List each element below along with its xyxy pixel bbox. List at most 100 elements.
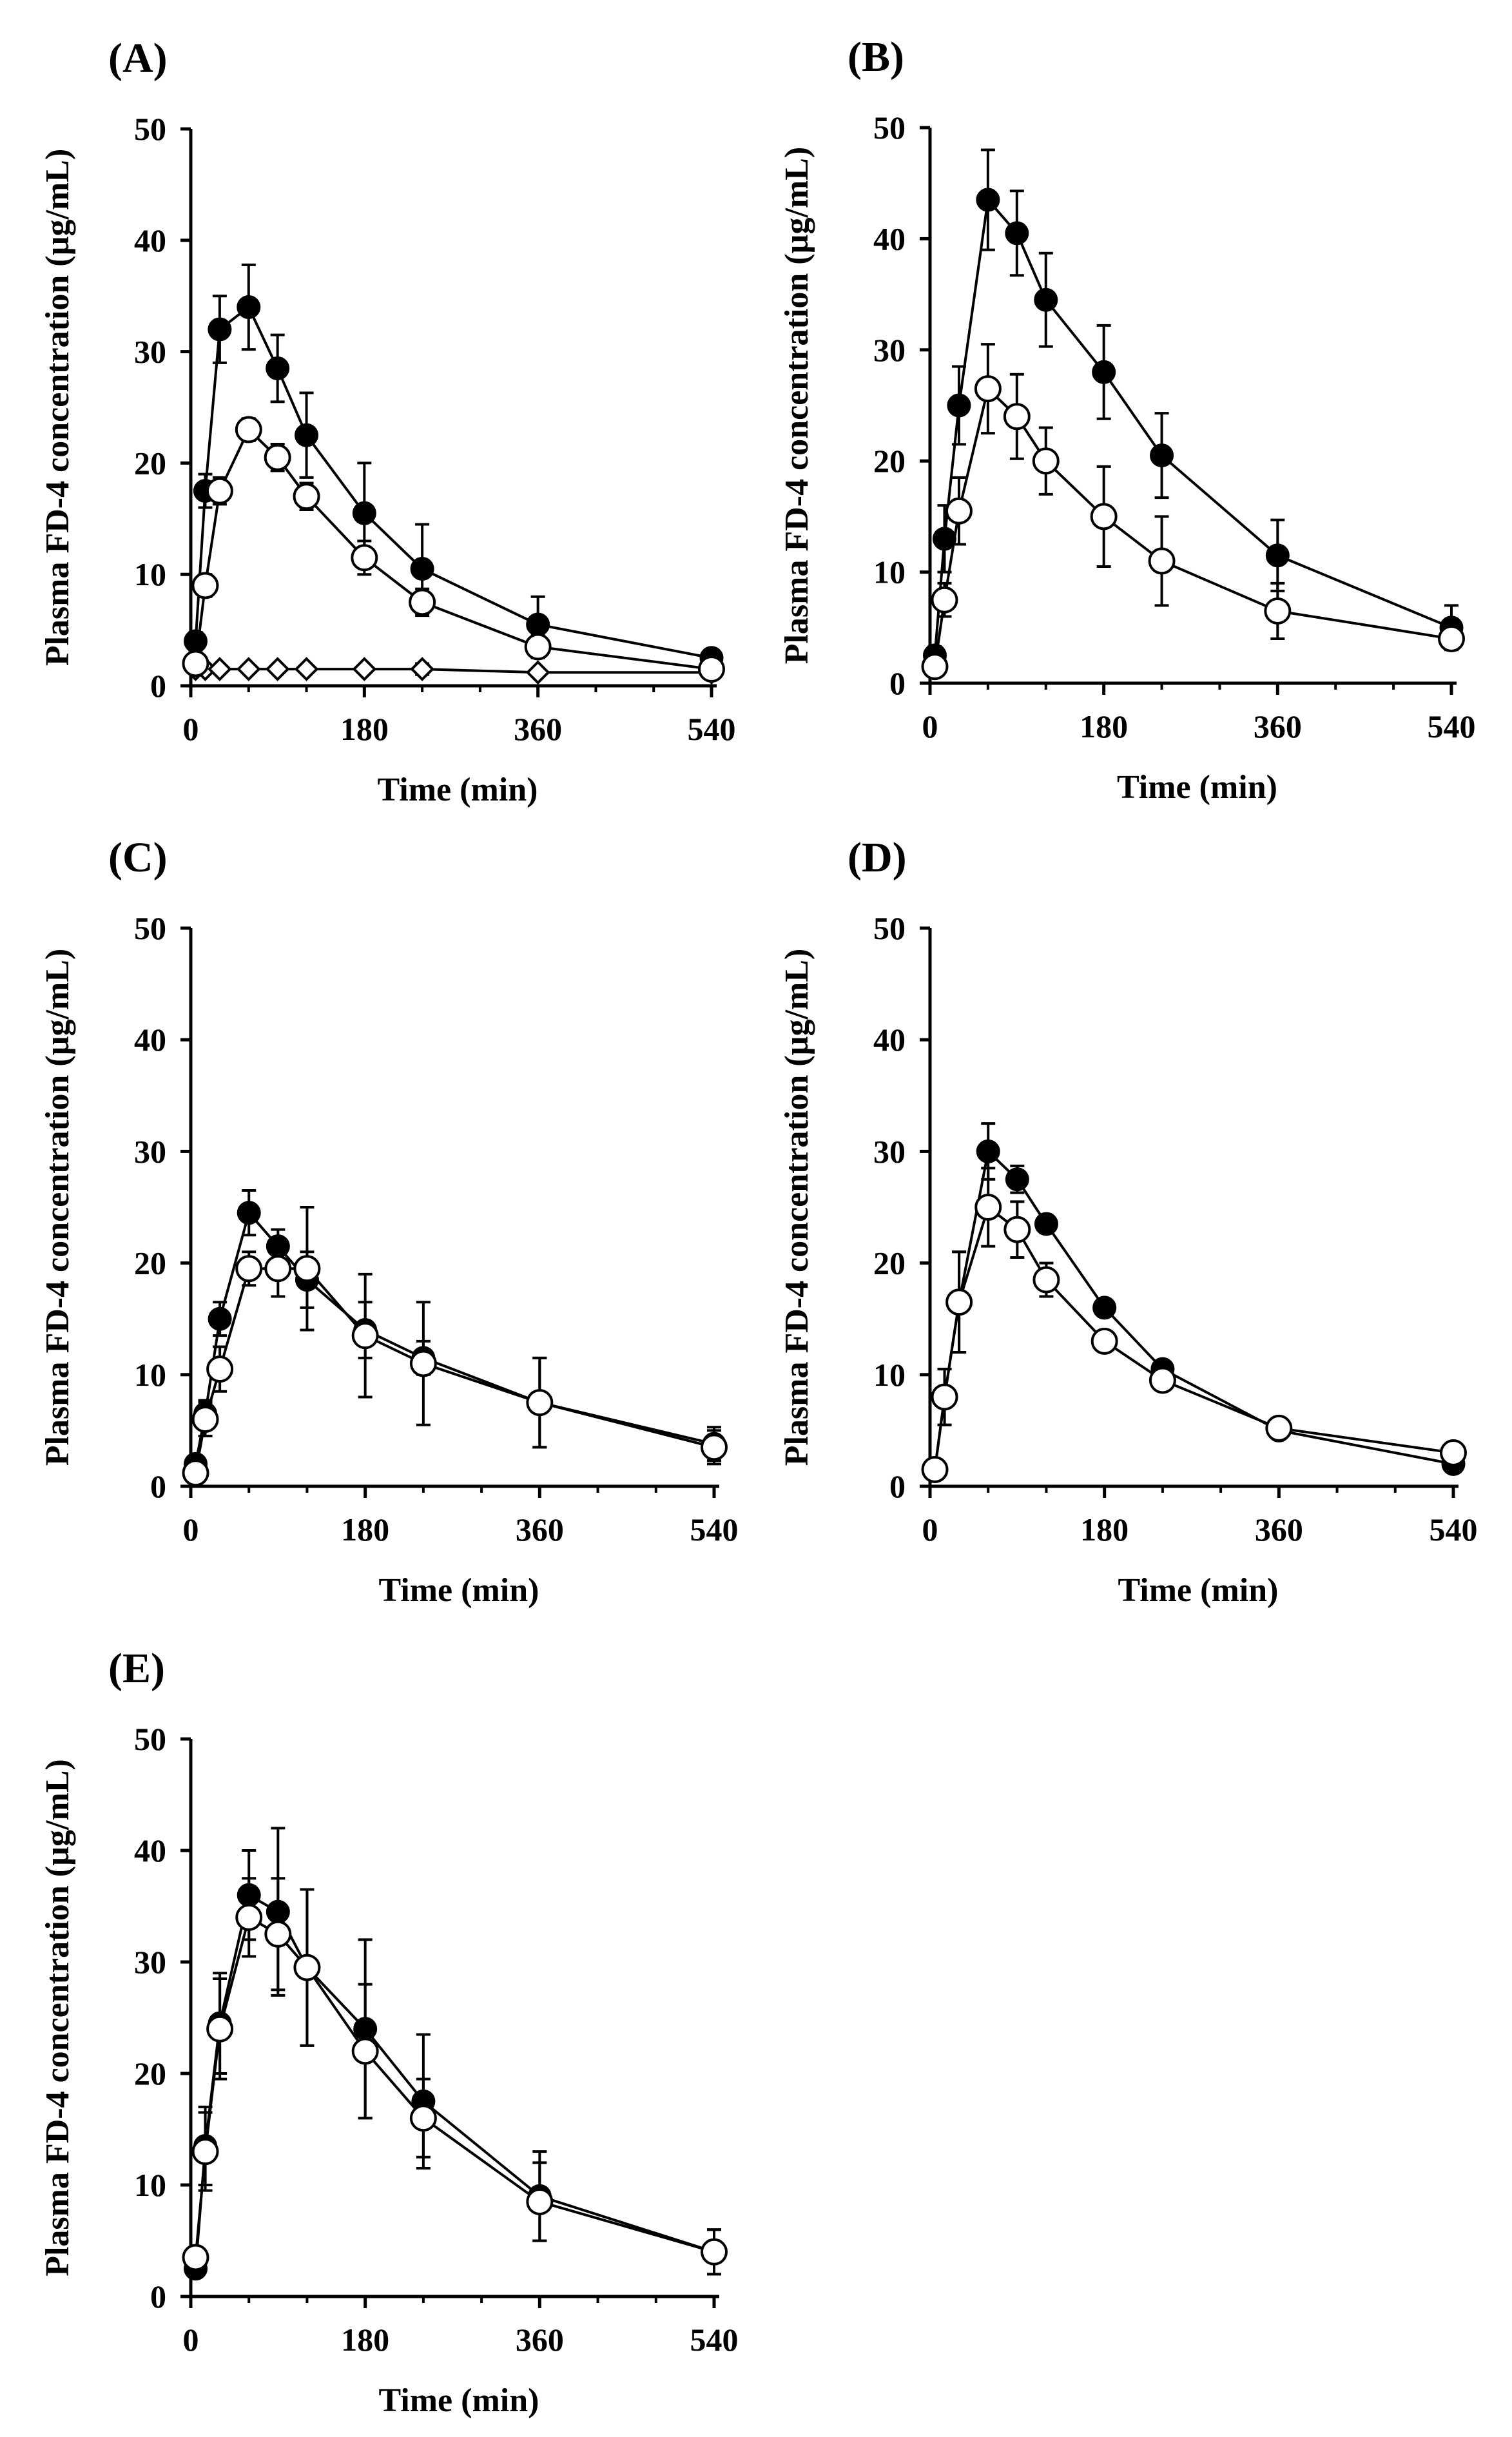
y-tick-label: 20 [134,1245,166,1281]
data-point [410,657,434,681]
x-tick-label: 540 [1430,1511,1478,1548]
y-tick-label: 20 [134,2055,166,2092]
data-point [1003,1216,1031,1243]
data-point [921,1456,949,1484]
data-point [1265,1414,1293,1442]
series-line [194,427,712,671]
y-tick-label: 30 [134,1944,166,1980]
data-point [264,1920,292,1948]
data-point [698,655,725,683]
y-tick-label: 40 [134,1022,166,1058]
y-tick-label: 40 [134,222,166,258]
x-tick-label: 360 [514,711,562,747]
data-point [206,2015,234,2043]
x-tick-label: 180 [1080,708,1128,744]
x-tick-label: 180 [1080,1511,1129,1548]
series-line [194,1267,715,1473]
y-tick-label: 0 [150,1468,166,1504]
data-point [701,2238,728,2266]
x-tick-label: 0 [922,1511,938,1548]
series-open-circle [182,1206,728,1487]
x-tick-label: 360 [1254,708,1302,744]
x-axis-title: Time (min) [379,1572,539,1609]
data-point [352,657,377,681]
series-open-diamond [183,657,724,685]
series-open-circle [921,1167,1467,1484]
y-tick-label: 50 [134,910,166,946]
x-tick-label: 0 [922,708,938,744]
data-point [526,1389,554,1417]
data-point [237,1201,261,1225]
data-point [264,1255,292,1283]
x-axis-title: Time (min) [379,2382,539,2419]
y-tick-label: 20 [134,445,166,481]
series-line [194,1893,715,2269]
y-axis-title: Plasma FD-4 concentration (µg/mL) [39,1759,76,2277]
x-axis-title: Time (min) [1117,769,1277,806]
y-tick-label: 0 [889,1468,906,1504]
data-point [931,586,958,614]
data-point [1092,360,1116,384]
panel-label: (B) [848,34,904,81]
series-line [194,305,712,659]
data-point [1005,1167,1029,1192]
data-point [208,1306,232,1331]
data-point [526,612,550,637]
x-tick-label: 360 [1255,1511,1303,1548]
y-tick-label: 10 [134,556,166,592]
data-point [1034,287,1058,312]
y-tick-label: 10 [873,1357,906,1393]
data-point [1092,1296,1117,1320]
series-line [933,386,1452,667]
series-open-circle [921,343,1465,681]
y-tick-label: 20 [873,1245,906,1281]
y-tick-label: 30 [134,1133,166,1169]
y-tick-label: 30 [873,1133,906,1169]
data-point [293,483,320,510]
data-point [295,423,319,447]
y-tick-label: 0 [889,665,906,701]
x-tick-label: 360 [516,1511,564,1548]
data-point [1032,1266,1060,1294]
data-point [1148,547,1176,575]
y-tick-label: 10 [873,554,906,590]
data-point [235,416,262,443]
data-point [265,657,290,681]
data-point [191,572,219,599]
y-tick-label: 0 [150,668,166,704]
data-point [945,497,973,525]
series-line [933,197,1452,656]
series-filled-circle [183,263,724,670]
data-point [237,295,261,319]
y-tick-label: 50 [873,110,906,146]
data-point [352,501,376,525]
series-filled-circle [923,1122,1466,1482]
x-tick-label: 180 [340,711,389,747]
data-point [409,1350,437,1377]
series-filled-circle [184,1827,726,2281]
series-open-circle [182,416,725,683]
y-tick-label: 20 [873,443,906,479]
x-tick-label: 0 [183,711,199,747]
x-tick-label: 540 [690,1511,739,1548]
data-point [931,1383,958,1411]
data-point [1034,1212,1058,1236]
data-point [1150,443,1174,468]
data-point [1032,447,1060,475]
panel-c: (C) 0 10 20 30 40 50 0 180 360 540 Time (min) Plasma… [39,834,739,1609]
y-axis-title: Plasma FD-4 concentration (µg/mL) [39,949,76,1466]
y-axis-title: Plasma FD-4 concentration (µg/mL) [779,949,815,1466]
panel-label: (D) [848,834,907,881]
series-open-circle [182,1877,728,2276]
panel-e: (E) 0 10 20 30 40 50 0 180 360 540 Time (min) Plasma… [39,1645,739,2419]
data-point [945,1288,973,1316]
panel-label: (A) [108,35,168,82]
data-point [409,2104,437,2132]
x-tick-label: 0 [183,1511,199,1548]
data-point [351,1322,379,1350]
series-filled-circle [922,148,1464,668]
data-point [294,657,319,681]
series-filled-circle [184,1189,726,1476]
series-line [933,1149,1454,1470]
